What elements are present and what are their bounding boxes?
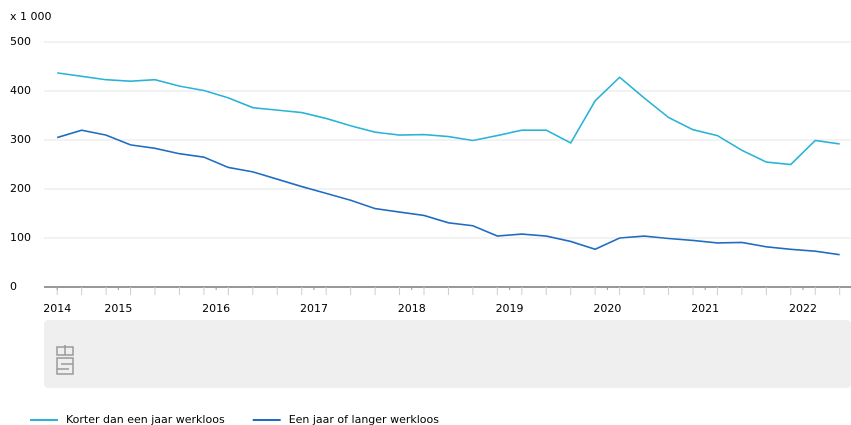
y-tick-label: 300: [10, 133, 31, 146]
y-axis-label: x 1 000: [10, 10, 52, 23]
x-tick-label: 2014: [43, 302, 71, 315]
cbs-logo: [56, 345, 74, 375]
legend-label: Korter dan een jaar werkloos: [66, 413, 225, 425]
legend-label: Een jaar of langer werkloos: [289, 413, 440, 425]
footer-panel: [44, 320, 851, 388]
x-tick-label: 2020: [593, 302, 621, 315]
series-line: [57, 72, 840, 166]
y-tick-label: 500: [10, 35, 31, 48]
x-tick-label: 2015: [104, 302, 132, 315]
x-tick-label: 2022: [789, 302, 817, 315]
x-tick-label: 2016: [202, 302, 230, 315]
y-tick-label: 0: [10, 280, 17, 293]
y-tick-label: 200: [10, 182, 31, 195]
x-tick-label: 2018: [398, 302, 426, 315]
x-tick-label: 2017: [300, 302, 328, 315]
series-line: [56, 129, 840, 256]
x-tick-label: 2021: [691, 302, 719, 315]
y-tick-label: 400: [10, 84, 31, 97]
y-tick-label: 100: [10, 231, 31, 244]
x-tick-label: 2019: [496, 302, 524, 315]
